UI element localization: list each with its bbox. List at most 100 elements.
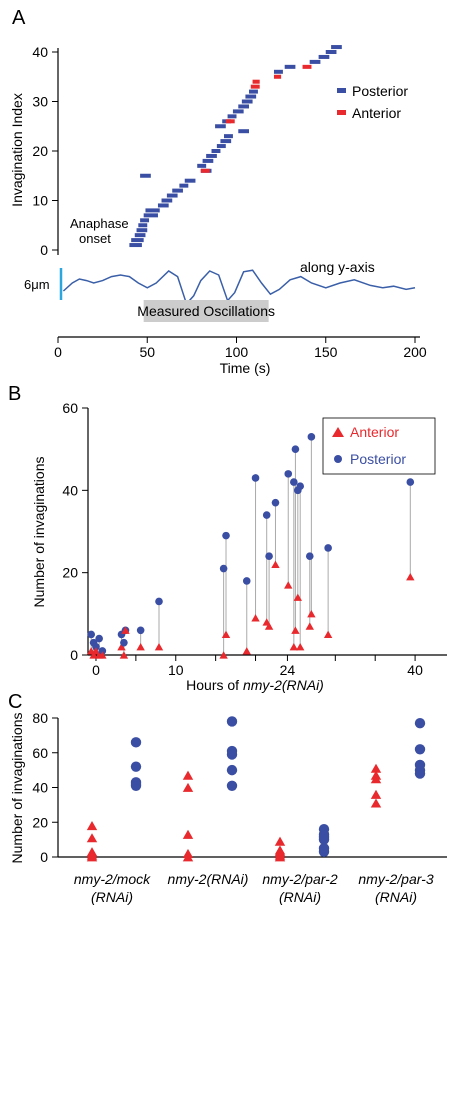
a-x-tick-label: 200 [403, 344, 427, 360]
c-posterior-point [226, 749, 238, 760]
b-legend-box [322, 417, 436, 475]
b-anterior-point [291, 626, 300, 634]
a-anterior-bar [200, 168, 210, 173]
b-posterior-point [296, 482, 305, 491]
b-anterior-point [119, 651, 129, 659]
a-posterior-bar [140, 218, 150, 223]
a-posterior-bar [140, 173, 151, 178]
a-anterior-bar [302, 64, 312, 69]
a-y-tick-label: 40 [32, 44, 48, 60]
c-anterior-point [274, 852, 286, 862]
panel-label-b: B [8, 383, 21, 405]
a-posterior-bar [131, 238, 144, 243]
b-posterior-point [92, 642, 100, 651]
b-legend-posterior-marker [334, 455, 342, 463]
b-anterior-point [219, 651, 228, 659]
b-x-axis-label-italic: nmy-2(RNAi) [243, 677, 324, 693]
a-legend-posterior-swatch [337, 88, 346, 93]
b-anterior-point [406, 573, 415, 581]
b-anterior-point [98, 651, 107, 659]
b-legend-anterior-label: Anterior [350, 424, 399, 440]
b-anterior-point [264, 622, 274, 630]
a-posterior-bar [232, 109, 244, 114]
b-y-ticks: 0 20 40 60 [62, 400, 88, 663]
a-posterior-bar [138, 223, 148, 228]
b-y-tick-label: 20 [62, 565, 78, 581]
c-group-labels: nmy-2/mock (RNAi) nmy-2(RNAi) nmy-2/par-2 (R… [74, 871, 434, 905]
b-anterior-point [117, 642, 126, 651]
a-posterior-bar [143, 213, 158, 218]
c-anterior-point [86, 833, 98, 843]
a-posterior-bar [206, 153, 217, 158]
a-posterior-bar [273, 69, 283, 74]
c-posterior-point [226, 716, 238, 727]
c-anterior-point [86, 821, 98, 831]
c-posterior-point [318, 834, 330, 845]
a-anterior-bar [273, 74, 282, 79]
a-x-tick-label: 150 [314, 344, 338, 360]
a-posterior-bar [179, 183, 189, 188]
a-posterior-bar [309, 59, 321, 64]
b-anterior-point [121, 626, 130, 634]
a-posterior-bar [184, 178, 196, 183]
a-posterior-bar [220, 139, 232, 144]
c-group-label: nmy-2/mock [74, 871, 151, 887]
b-anterior-point [242, 647, 251, 655]
c-posterior-point [130, 780, 142, 791]
b-anterior-point [154, 642, 164, 651]
b-x-ticks: 0 10 24 40 [92, 655, 423, 678]
c-group-label: nmy-2/par-2 [262, 871, 337, 887]
a-posterior-bar [215, 124, 226, 129]
b-anterior-point [89, 651, 98, 659]
a-posterior-bar [134, 233, 146, 238]
a-posterior-bar [161, 198, 173, 203]
b-x-axis-label-prefix: Hours of [186, 677, 243, 693]
a-posterior-bar [136, 228, 148, 233]
b-posterior-point [307, 433, 316, 441]
b-x-axis-label: Hours of nmy-2(RNAi) [186, 677, 324, 693]
c-group-label: nmy-2/par-3 [358, 871, 433, 887]
panel-b: B 0 20 40 60 0 10 24 40 Number of invagination… [8, 383, 447, 693]
c-y-tick-label: 80 [32, 710, 48, 726]
c-posterior-point [318, 846, 330, 857]
panel-a: A 0 10 20 30 40 Invagination Index Posterior… [9, 7, 427, 376]
a-oscillation-trace [62, 269, 416, 306]
c-anterior-point [370, 763, 382, 773]
a-posterior-bar [318, 54, 330, 59]
c-group-label-line2: (RNAi) [375, 889, 417, 905]
b-x-tick-label: 40 [407, 662, 423, 678]
b-posterior-point [324, 544, 332, 552]
c-anterior-point [182, 782, 194, 792]
a-x-tick-label: 0 [54, 344, 62, 360]
b-anterior-point [221, 630, 231, 638]
a-x-ticks: 0 50 100 150 200 [54, 337, 427, 360]
a-x-tick-label: 50 [139, 344, 155, 360]
b-posterior-point [95, 634, 103, 643]
panel-label-c: C [8, 691, 22, 713]
c-anterior-point [182, 829, 194, 839]
b-posterior-point [155, 597, 163, 606]
panel-c: C 0 20 40 60 80 Number of invaginations nmy-… [8, 691, 447, 905]
a-x-tick-label: 100 [225, 344, 249, 360]
b-posterior-point [98, 647, 107, 655]
c-group-label: nmy-2(RNAi) [168, 871, 249, 887]
b-legend-anterior-marker [332, 427, 344, 437]
a-posterior-bar [245, 94, 257, 99]
a-posterior-bar [241, 99, 253, 104]
a-y-tick-label: 20 [32, 143, 48, 159]
b-x-tick-label: 0 [92, 662, 100, 678]
b-anterior-point [271, 560, 280, 569]
c-group-label-line2: (RNAi) [279, 889, 321, 905]
a-legend-anterior-swatch [337, 110, 346, 115]
b-posterior-point [290, 478, 298, 486]
c-anterior-point [370, 789, 382, 799]
c-posterior-point [226, 764, 238, 776]
c-anterior-point [274, 836, 286, 846]
b-anterior-point [136, 642, 145, 651]
b-anterior-point [293, 593, 303, 601]
a-posterior-bar [238, 104, 249, 109]
c-posterior-point [414, 768, 426, 779]
a-posterior-bar [166, 193, 178, 198]
c-y-tick-label: 40 [32, 780, 48, 796]
